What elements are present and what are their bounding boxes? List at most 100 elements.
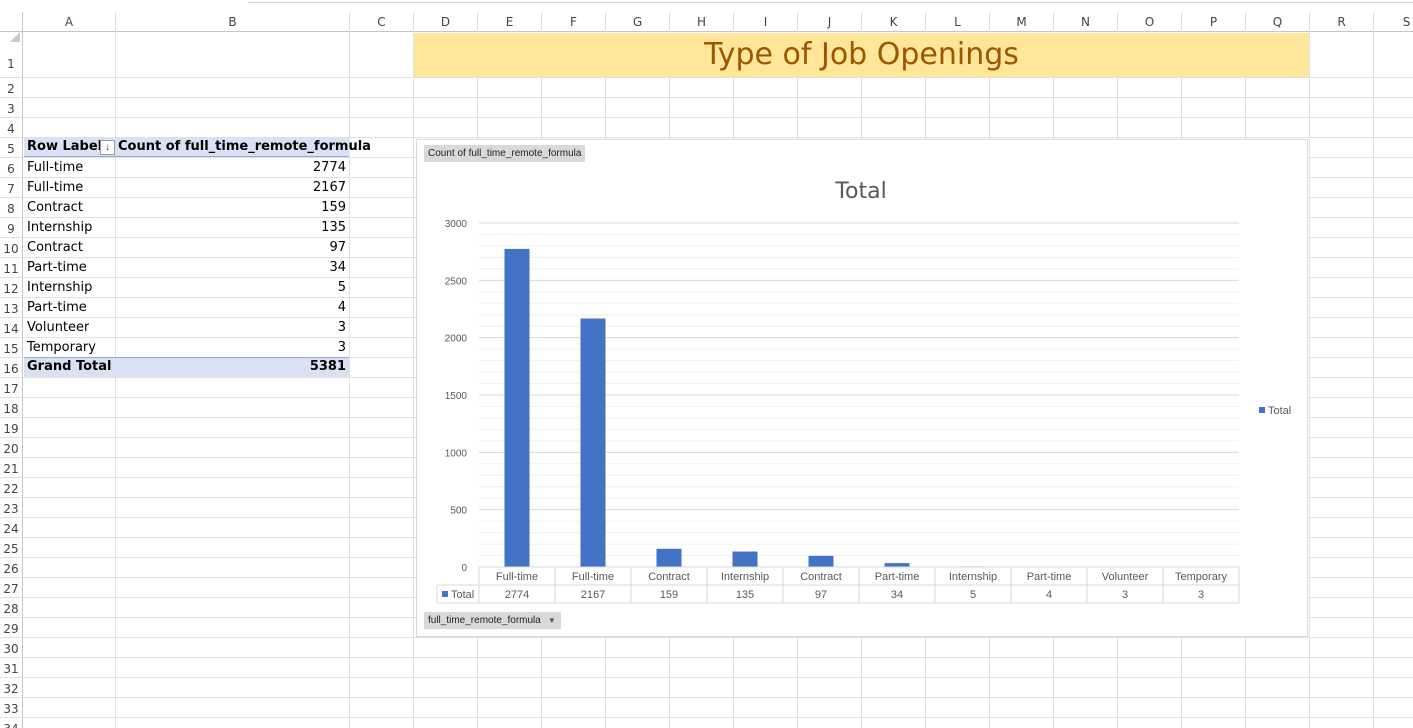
row-header-32[interactable]: 32 xyxy=(0,678,23,698)
column-header-h[interactable]: H xyxy=(670,12,734,32)
row-header-7[interactable]: 7 xyxy=(0,178,23,198)
pivot-row-value[interactable]: 2774 xyxy=(312,160,346,175)
pivot-grand-total-value[interactable]: 5381 xyxy=(309,359,346,374)
row-header-15[interactable]: 15 xyxy=(0,338,23,358)
row-header-14[interactable]: 14 xyxy=(0,318,23,338)
axis-field-button[interactable]: full_time_remote_formula ▼ xyxy=(424,612,561,629)
pivot-row-value[interactable]: 159 xyxy=(321,200,346,215)
chart-bar xyxy=(504,248,530,567)
pivot-chart[interactable]: Total 0 500 1000 1500 2000 2500 3000 Full-time 27… xyxy=(416,139,1308,637)
row-header-1[interactable]: 1 xyxy=(0,32,23,78)
row-header-6[interactable]: 6 xyxy=(0,158,23,178)
row-header-4[interactable]: 4 xyxy=(0,118,23,138)
row-header-23[interactable]: 23 xyxy=(0,498,23,518)
data-table-category-label: Contract xyxy=(648,571,690,583)
pivot-row-label[interactable]: Internship xyxy=(27,220,93,235)
value-field-button[interactable]: Count of full_time_remote_formula xyxy=(424,145,586,162)
column-header-j[interactable]: J xyxy=(798,12,862,32)
pivot-row-value[interactable]: 34 xyxy=(329,260,346,275)
column-header-b[interactable]: B xyxy=(116,12,350,32)
chart-bar xyxy=(884,563,910,567)
data-table-value: 3 xyxy=(1198,589,1204,601)
pivot-row-value[interactable]: 5 xyxy=(337,280,346,295)
pivot-row-label[interactable]: Part-time xyxy=(27,260,87,275)
pivot-row-label[interactable]: Internship xyxy=(27,280,93,295)
column-header-o[interactable]: O xyxy=(1118,12,1182,32)
column-header-q[interactable]: Q xyxy=(1246,12,1310,32)
data-table-value: 2167 xyxy=(581,589,605,601)
row-header-2[interactable]: 2 xyxy=(0,78,23,98)
select-all-corner[interactable] xyxy=(0,12,23,42)
column-header-s[interactable]: S xyxy=(1374,12,1413,32)
row-header-26[interactable]: 26 xyxy=(0,558,23,578)
dropdown-arrow-icon[interactable]: ▼ xyxy=(547,616,556,625)
row-header-17[interactable]: 17 xyxy=(0,378,23,398)
grid-row-line xyxy=(23,77,1413,78)
select-all-icon xyxy=(10,32,20,42)
row-header-20[interactable]: 20 xyxy=(0,438,23,458)
data-table-value: 135 xyxy=(736,589,754,601)
pivot-value-header[interactable]: Count of full_time_remote_formula xyxy=(118,139,371,154)
data-table-category-label: Temporary xyxy=(1175,571,1227,583)
column-header-d[interactable]: D xyxy=(414,12,478,32)
row-header-16[interactable]: 16 xyxy=(0,358,23,378)
row-header-27[interactable]: 27 xyxy=(0,578,23,598)
row-header-10[interactable]: 10 xyxy=(0,238,23,258)
row-header-33[interactable]: 33 xyxy=(0,698,23,718)
row-header-30[interactable]: 30 xyxy=(0,638,23,658)
row-header-13[interactable]: 13 xyxy=(0,298,23,318)
pivot-row-value[interactable]: 135 xyxy=(321,220,346,235)
row-header-29[interactable]: 29 xyxy=(0,618,23,638)
column-header-g[interactable]: G xyxy=(606,12,670,32)
pivot-row-label[interactable]: Temporary xyxy=(27,340,96,355)
row-header-19[interactable]: 19 xyxy=(0,418,23,438)
column-header-k[interactable]: K xyxy=(862,12,926,32)
pivot-row-label[interactable]: Volunteer xyxy=(27,320,90,335)
data-table-value: 34 xyxy=(891,589,903,601)
column-header-p[interactable]: P xyxy=(1182,12,1246,32)
pivot-row-value[interactable]: 3 xyxy=(337,320,346,335)
row-header-5[interactable]: 5 xyxy=(0,138,23,158)
pivot-row-label[interactable]: Contract xyxy=(27,240,83,255)
title-banner[interactable] xyxy=(414,33,1309,77)
column-header-i[interactable]: I xyxy=(734,12,798,32)
row-header-12[interactable]: 12 xyxy=(0,278,23,298)
row-header-25[interactable]: 25 xyxy=(0,538,23,558)
row-header-11[interactable]: 11 xyxy=(0,258,23,278)
row-header-9[interactable]: 9 xyxy=(0,218,23,238)
grid-row-line xyxy=(23,717,1413,718)
pivot-row-label[interactable]: Full-time xyxy=(27,180,84,195)
column-header-a[interactable]: A xyxy=(23,12,116,32)
row-header-31[interactable]: 31 xyxy=(0,658,23,678)
pivot-row-value[interactable]: 3 xyxy=(337,340,346,355)
column-header-n[interactable]: N xyxy=(1054,12,1118,32)
row-header-28[interactable]: 28 xyxy=(0,598,23,618)
pivot-row-label[interactable]: Contract xyxy=(27,200,83,215)
pivot-row-value[interactable]: 2167 xyxy=(312,180,346,195)
column-header-e[interactable]: E xyxy=(478,12,542,32)
pivot-row-label[interactable]: Part-time xyxy=(27,300,87,315)
row-header-3[interactable]: 3 xyxy=(0,98,23,118)
sort-filter-icon[interactable]: ↓ xyxy=(100,140,115,155)
row-header-21[interactable]: 21 xyxy=(0,458,23,478)
column-header-m[interactable]: M xyxy=(990,12,1054,32)
pivot-row-labels-header[interactable]: Row Labels xyxy=(27,139,110,154)
data-table-legend-key xyxy=(442,591,448,597)
pivot-row-value[interactable]: 4 xyxy=(337,300,346,315)
axis-field-label: full_time_remote_formula xyxy=(428,615,541,626)
row-header-24[interactable]: 24 xyxy=(0,518,23,538)
column-header-r[interactable]: R xyxy=(1310,12,1374,32)
row-header-8[interactable]: 8 xyxy=(0,198,23,218)
column-header-c[interactable]: C xyxy=(350,12,414,32)
row-header-22[interactable]: 22 xyxy=(0,478,23,498)
grid-row-line xyxy=(23,657,1413,658)
pivot-grand-total-label[interactable]: Grand Total xyxy=(27,359,112,374)
column-header-f[interactable]: F xyxy=(542,12,606,32)
pivot-row-label[interactable]: Full-time xyxy=(27,160,84,175)
pivot-row-value[interactable]: 97 xyxy=(329,240,346,255)
data-table-category-label: Full-time xyxy=(572,571,614,583)
row-header-34[interactable]: 34 xyxy=(0,718,23,728)
row-header-18[interactable]: 18 xyxy=(0,398,23,418)
column-header-l[interactable]: L xyxy=(926,12,990,32)
